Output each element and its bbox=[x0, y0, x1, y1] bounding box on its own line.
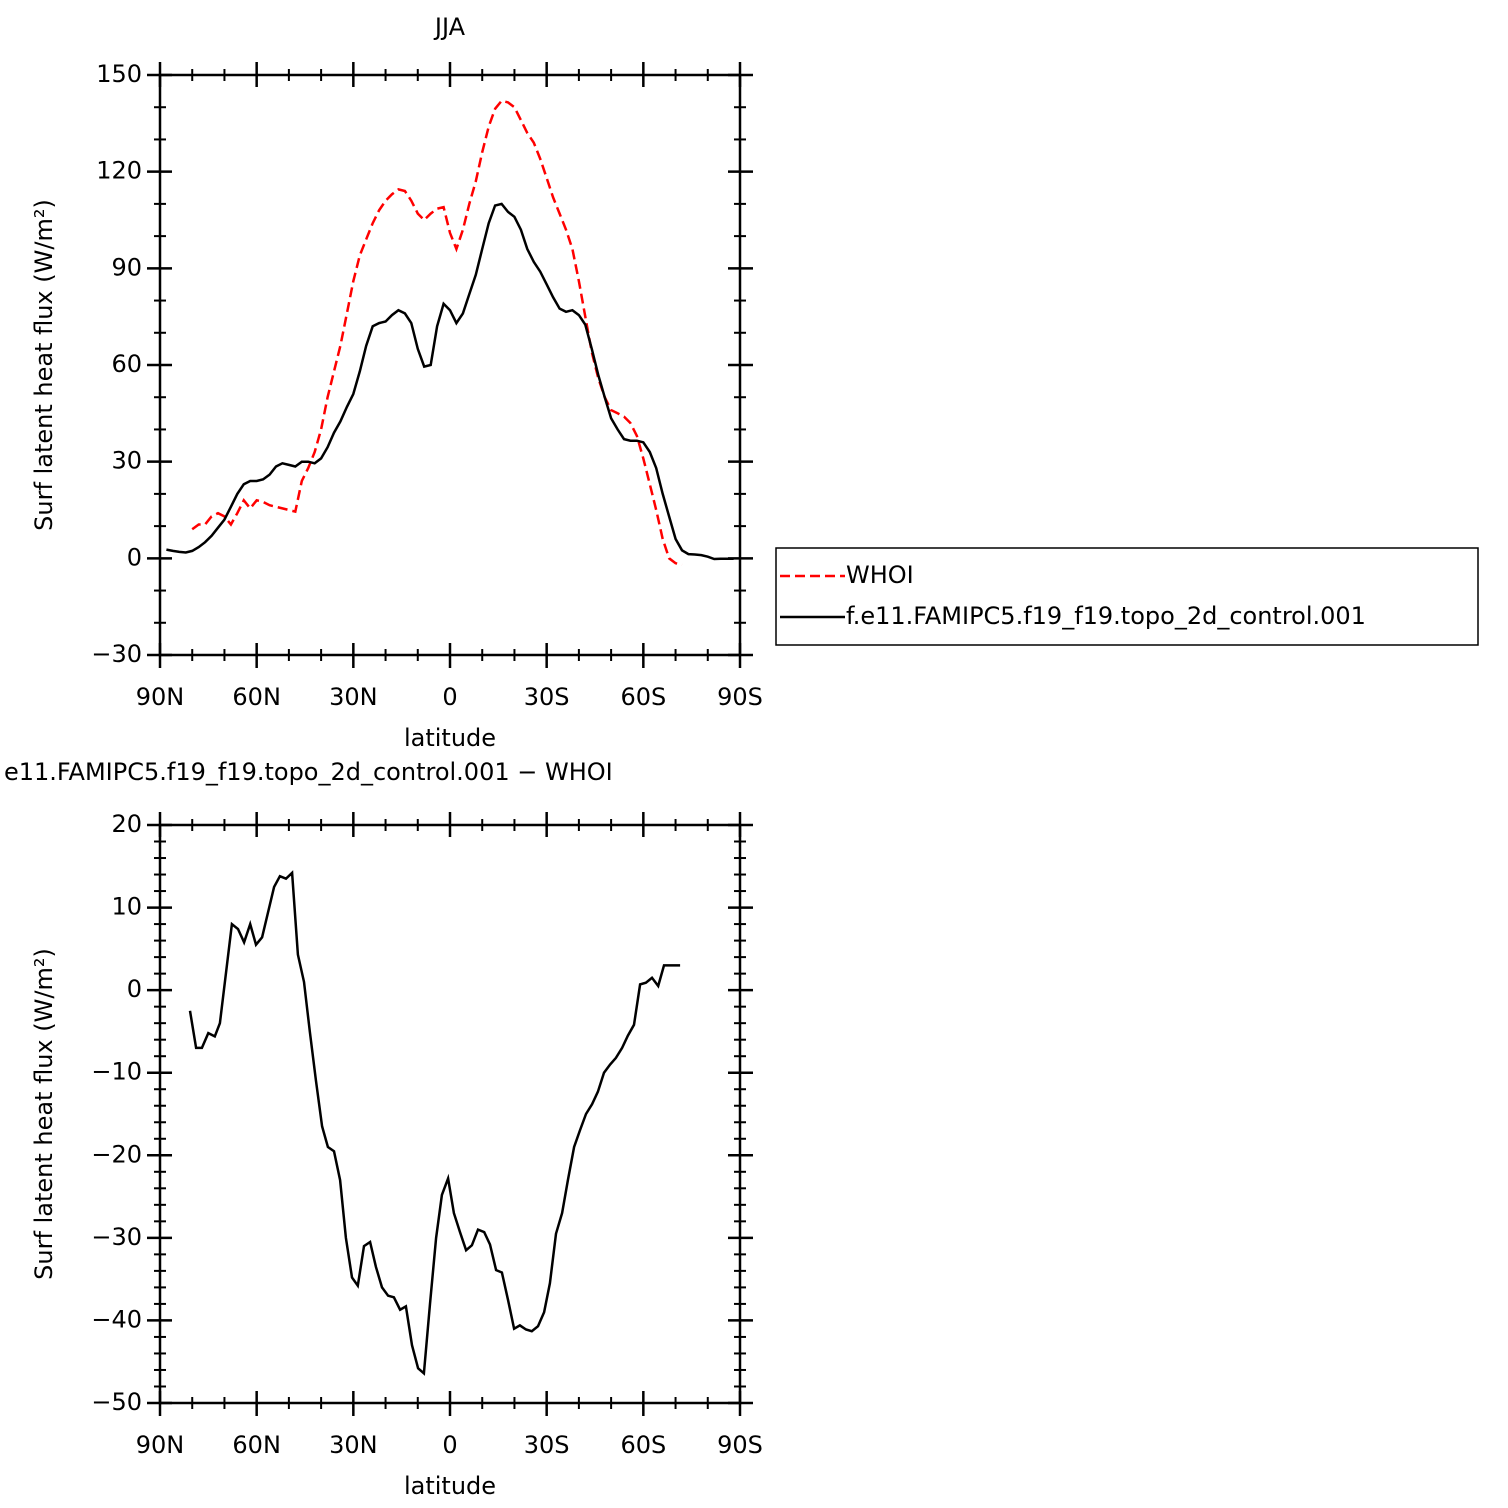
plot-frame bbox=[158, 823, 742, 1405]
y-tick-label: 0 bbox=[127, 975, 142, 1003]
y-tick-label: 30 bbox=[111, 447, 142, 475]
x-axis-label: latitude bbox=[404, 1472, 496, 1500]
legend-box bbox=[775, 547, 1479, 646]
data-line bbox=[188, 870, 681, 1376]
x-tick-label: 30S bbox=[524, 683, 570, 711]
y-tick-label: −20 bbox=[91, 1140, 142, 1168]
x-tick-label: 0 bbox=[442, 1431, 457, 1459]
y-tick-label: 0 bbox=[127, 543, 142, 571]
y-tick-label: −50 bbox=[91, 1388, 142, 1416]
y-tick-label: 90 bbox=[111, 253, 142, 281]
chart-title: e11.FAMIPC5.f19_f19.topo_2d_control.001 … bbox=[4, 758, 613, 786]
x-tick-label: 30S bbox=[524, 1431, 570, 1459]
y-tick-label: 20 bbox=[111, 810, 142, 838]
chart-title: JJA bbox=[433, 13, 466, 41]
legend-label: f.e11.FAMIPC5.f19_f19.topo_2d_control.00… bbox=[846, 602, 1366, 630]
plot-frame bbox=[158, 73, 742, 657]
y-tick-label: 150 bbox=[96, 60, 142, 88]
x-tick-label: 60S bbox=[620, 1431, 666, 1459]
x-tick-label: 90S bbox=[717, 1431, 763, 1459]
x-tick-label: 60N bbox=[232, 1431, 281, 1459]
y-tick-label: −30 bbox=[91, 640, 142, 668]
data-line bbox=[166, 202, 734, 561]
y-tick-label: 60 bbox=[111, 350, 142, 378]
y-tick-label: −30 bbox=[91, 1223, 142, 1251]
x-tick-label: 60N bbox=[232, 683, 281, 711]
x-tick-label: 90N bbox=[136, 1431, 185, 1459]
y-tick-label: 10 bbox=[111, 893, 142, 921]
y-tick-label: −10 bbox=[91, 1058, 142, 1086]
x-tick-label: 30N bbox=[329, 683, 378, 711]
y-tick-label: 120 bbox=[96, 157, 142, 185]
x-axis-label: latitude bbox=[404, 724, 496, 752]
y-axis-label: Surf latent heat flux (W/m²) bbox=[30, 948, 58, 1280]
x-tick-label: 0 bbox=[442, 683, 457, 711]
x-tick-label: 30N bbox=[329, 1431, 378, 1459]
y-tick-label: −40 bbox=[91, 1305, 142, 1333]
x-tick-label: 90S bbox=[717, 683, 763, 711]
x-tick-label: 60S bbox=[620, 683, 666, 711]
y-axis-label: Surf latent heat flux (W/m²) bbox=[30, 199, 58, 531]
legend-label: WHOI bbox=[846, 561, 914, 589]
x-tick-label: 90N bbox=[136, 683, 185, 711]
